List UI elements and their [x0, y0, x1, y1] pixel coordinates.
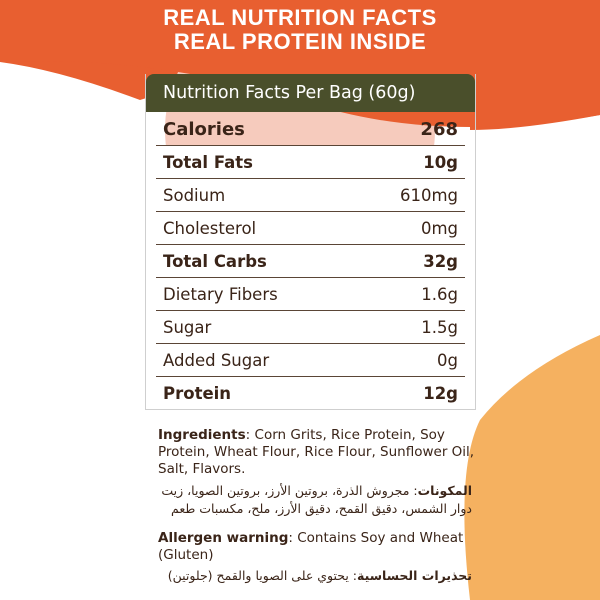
row-label: Dietary Fibers	[163, 285, 278, 304]
table-row-calories: Calories 268	[146, 112, 475, 146]
row-label: Total Carbs	[163, 252, 267, 271]
table-row-protein: Protein 12g	[146, 377, 475, 409]
ingredients-ar-text: : مجروش الذرة، بروتين الأرز، بروتين الصو…	[161, 483, 472, 516]
row-label: Sodium	[163, 186, 226, 205]
allergen-ar: تحذيرات الحساسية: يحتوي على الصويا والقم…	[152, 567, 472, 585]
row-value: 1.5g	[421, 318, 458, 337]
row-value: 1.6g	[421, 285, 458, 304]
decor-peach-shape	[464, 335, 600, 600]
row-label: Sugar	[163, 318, 212, 337]
allergen-text: : Contains Soy and Wheat (Gluten)	[158, 530, 464, 563]
headline-line-2: REAL PROTEIN INSIDE	[173, 29, 427, 54]
headline: REAL NUTRITION FACTS REAL PROTEIN INSIDE	[0, 6, 600, 54]
row-label: Added Sugar	[163, 351, 270, 370]
ingredients-label: Ingredients	[158, 427, 246, 443]
ingredients-ar: المكونات: مجروش الذرة، بروتين الأرز، برو…	[152, 482, 472, 518]
row-label: Calories	[163, 118, 245, 140]
table-title: Nutrition Facts Per Bag (60g)	[146, 74, 475, 112]
allergen-ar-text: : يحتوي على الصويا والقمح (جلوتين)	[167, 568, 358, 583]
allergen-ar-label: تحذيرات الحساسية	[357, 568, 472, 583]
table-row-sugar: Sugar 1.5g	[146, 311, 475, 344]
row-value: 12g	[423, 384, 458, 403]
ingredients-ar-label: المكونات	[417, 483, 472, 498]
headline-line-1: REAL NUTRITION FACTS	[163, 5, 437, 30]
table-row-total-carbs: Total Carbs 32g	[146, 245, 475, 278]
row-value: 0mg	[420, 219, 458, 238]
table-row-dietary-fibers: Dietary Fibers 1.6g	[146, 278, 475, 311]
table-row-cholesterol: Cholesterol 0mg	[146, 212, 475, 245]
row-label: Protein	[163, 384, 232, 403]
row-value: 0g	[437, 351, 458, 370]
allergen-label: Allergen warning	[158, 530, 289, 546]
allergen-en: Allergen warning: Contains Soy and Wheat…	[158, 530, 478, 564]
row-value: 10g	[423, 153, 458, 172]
table-row-total-fats: Total Fats 10g	[146, 146, 475, 179]
nutrition-table: Nutrition Facts Per Bag (60g) Calories 26…	[145, 74, 476, 410]
ingredients-text: : Corn Grits, Rice Protein, Soy Protein,…	[158, 427, 475, 477]
row-label: Cholesterol	[163, 219, 257, 238]
row-value: 32g	[423, 252, 458, 271]
table-row-sodium: Sodium 610mg	[146, 179, 475, 212]
row-label: Total Fats	[163, 153, 253, 172]
row-value: 610mg	[399, 186, 458, 205]
row-value: 268	[420, 118, 458, 140]
ingredients-en: Ingredients: Corn Grits, Rice Protein, S…	[158, 427, 478, 478]
table-row-added-sugar: Added Sugar 0g	[146, 344, 475, 377]
